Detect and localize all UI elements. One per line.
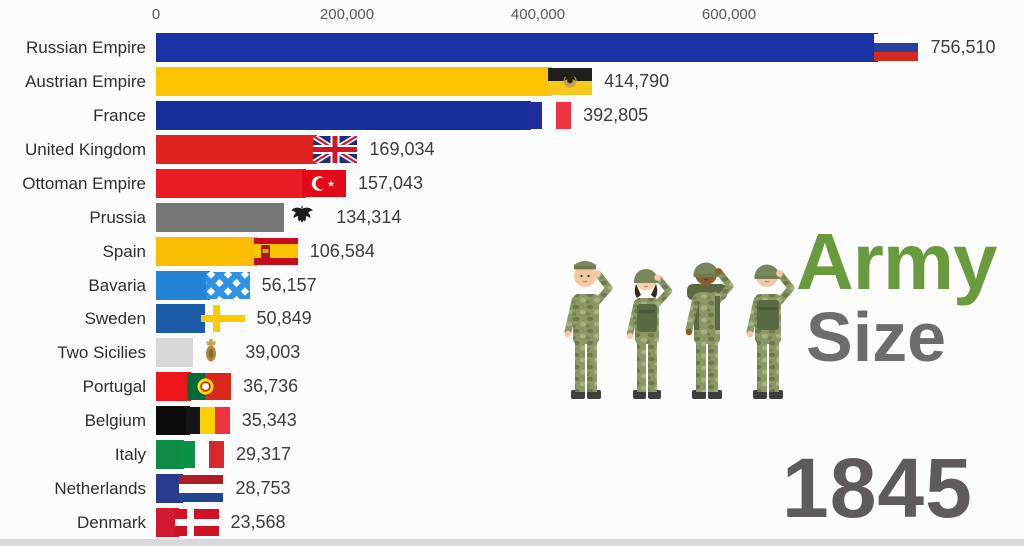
bar xyxy=(156,66,553,96)
x-axis-tick-label: 600,000 xyxy=(701,6,757,23)
bar xyxy=(156,100,532,130)
soldier-3 xyxy=(685,262,734,399)
country-label: Sweden xyxy=(84,309,146,329)
bar xyxy=(156,236,258,266)
bar xyxy=(156,33,879,62)
bar xyxy=(156,270,210,300)
soldier-4 xyxy=(746,264,795,399)
bar-row: United Kingdom 169,034 xyxy=(0,134,1024,164)
bar-row: Italy 29,317 xyxy=(0,440,1024,470)
bar xyxy=(156,304,205,334)
x-axis-tick-label: 0 xyxy=(151,6,161,23)
value-label: 169,034 xyxy=(369,138,435,159)
value-label: 23,568 xyxy=(230,512,286,533)
bavaria-flag-icon xyxy=(205,271,250,299)
bar xyxy=(156,440,184,470)
x-axis-tick-label: 200,000 xyxy=(319,6,375,23)
soldier-1 xyxy=(564,261,613,399)
country-label: United Kingdom xyxy=(25,139,146,159)
prussia-flag-icon xyxy=(280,204,324,231)
country-label: Russian Empire xyxy=(26,38,146,57)
country-label: Bavaria xyxy=(88,275,146,295)
value-label: 56,157 xyxy=(261,274,317,295)
bar-row: Portugal 36,736 xyxy=(0,372,1024,402)
title-size: Size xyxy=(806,298,947,376)
country-label: Portugal xyxy=(82,377,146,397)
bar-row: Spain 106,584 xyxy=(0,236,1024,266)
bar xyxy=(156,338,194,368)
spain-flag-icon xyxy=(253,237,298,265)
bottom-strip xyxy=(0,539,1024,546)
value-label: 39,003 xyxy=(245,342,301,363)
value-label: 29,317 xyxy=(235,444,292,465)
bar-row: Russian Empire 756,510 xyxy=(0,33,1024,62)
bar xyxy=(156,406,190,436)
bar-row: Two Sicilies 39,003 xyxy=(0,338,1024,368)
bar xyxy=(156,202,285,232)
value-label: 756,510 xyxy=(930,37,996,57)
bar-row: France 392,805 xyxy=(0,100,1024,130)
bar xyxy=(156,168,306,198)
x-axis-tick-label: 400,000 xyxy=(510,6,566,23)
russia-flag-icon xyxy=(874,34,919,61)
title-army: Army xyxy=(796,217,998,306)
netherlands-flag-icon xyxy=(179,475,224,503)
bar-row: Denmark 23,568 xyxy=(0,508,1024,538)
belgium-flag-icon xyxy=(185,407,230,435)
sweden-flag-icon xyxy=(200,305,245,333)
value-label: 35,343 xyxy=(241,410,297,431)
soldier-2 xyxy=(626,269,673,399)
ottoman-flag-icon xyxy=(301,169,346,197)
italy-flag-icon xyxy=(179,441,224,469)
country-label: Denmark xyxy=(77,513,146,533)
bar xyxy=(156,372,192,402)
value-label: 134,314 xyxy=(336,206,402,227)
country-label: France xyxy=(93,105,146,125)
bar-row: Sweden 50,849 xyxy=(0,304,1024,334)
country-label: Ottoman Empire xyxy=(22,173,146,193)
uk-flag-icon xyxy=(313,135,358,163)
france-flag-icon xyxy=(527,101,572,129)
country-label: Two Sicilies xyxy=(57,343,146,363)
country-label: Italy xyxy=(114,445,146,465)
year-label: 1845 xyxy=(782,441,973,535)
bar xyxy=(156,474,184,504)
country-label: Netherlands xyxy=(54,479,146,499)
portugal-flag-icon xyxy=(187,373,232,401)
bar-row: Netherlands 28,753 xyxy=(0,474,1024,504)
country-label: Austrian Empire xyxy=(25,71,146,91)
two-sicilies-flag-icon xyxy=(189,339,233,366)
value-label: 157,043 xyxy=(357,172,424,193)
bar xyxy=(156,134,318,164)
soldiers-illustration xyxy=(564,261,795,399)
value-label: 28,753 xyxy=(235,478,291,499)
country-label: Spain xyxy=(102,241,146,261)
austria-flag-icon xyxy=(548,67,593,95)
bar-row: Bavaria 56,157 xyxy=(0,270,1024,300)
value-label: 414,790 xyxy=(604,70,670,91)
value-label: 106,584 xyxy=(309,240,375,261)
value-label: 36,736 xyxy=(243,376,299,397)
country-label: Belgium xyxy=(84,411,146,431)
country-label: Prussia xyxy=(89,207,146,227)
bar-row: Ottoman Empire 157,043 xyxy=(0,168,1024,198)
value-label: 50,849 xyxy=(256,308,312,329)
bar xyxy=(156,508,179,538)
bar-row: Belgium 35,343 xyxy=(0,406,1024,436)
denmark-flag-icon xyxy=(174,509,219,537)
value-label: 392,805 xyxy=(583,104,649,125)
bar-row: Prussia 134,314 xyxy=(0,202,1024,232)
bar-row: Austrian Empire 414,790 xyxy=(0,66,1024,96)
